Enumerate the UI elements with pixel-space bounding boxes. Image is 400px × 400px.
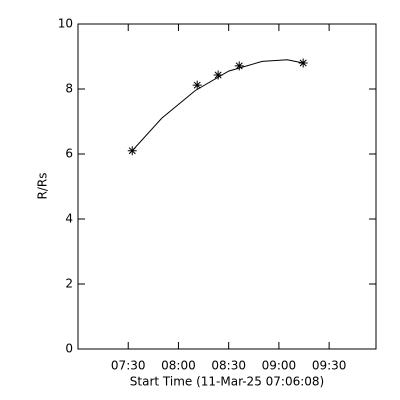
- data-point: [213, 70, 223, 80]
- y-tick-label: 10: [58, 17, 73, 31]
- x-tick-label: 09:30: [312, 359, 347, 373]
- data-point: [234, 61, 244, 71]
- x-tick-label: 08:00: [161, 359, 196, 373]
- data-point: [298, 58, 308, 68]
- y-tick-label: 2: [65, 277, 73, 291]
- x-tick-label: 09:00: [262, 359, 297, 373]
- y-tick-label: 8: [65, 82, 73, 96]
- x-axis-label: Start Time (11-Mar-25 07:06:08): [130, 375, 324, 389]
- fit-curve: [131, 59, 304, 152]
- x-tick-label: 07:30: [111, 359, 146, 373]
- y-tick-label: 0: [65, 342, 73, 356]
- data-point: [192, 80, 202, 90]
- x-tick-label: 08:30: [211, 359, 246, 373]
- plot-frame: [77, 23, 377, 350]
- y-axis-label: R/Rs: [36, 173, 50, 200]
- y-tick-label: 6: [65, 147, 73, 161]
- y-tick-label: 4: [65, 212, 73, 226]
- data-point: [127, 146, 137, 156]
